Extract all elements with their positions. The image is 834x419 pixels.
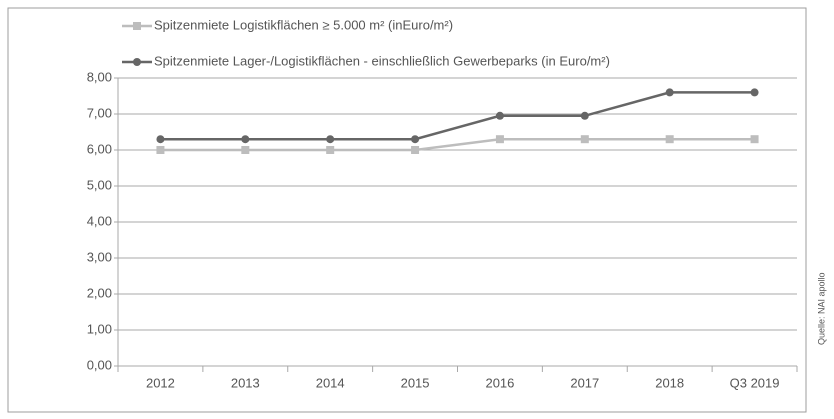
point	[580, 135, 589, 144]
point	[665, 88, 674, 97]
point	[133, 58, 141, 66]
x-tick-label: Q3 2019	[730, 375, 780, 390]
source-note: Quelle: NAI apollo	[816, 272, 826, 345]
x-tick-label: 2018	[655, 375, 684, 390]
y-tick-label: 1,00	[87, 321, 112, 336]
point	[411, 135, 420, 144]
y-tick-label: 2,00	[87, 285, 112, 300]
point	[665, 135, 674, 144]
point	[750, 88, 759, 97]
legend-label: Spitzenmiete Lager-/Logistikflächen - ei…	[154, 53, 610, 68]
point	[580, 111, 589, 120]
y-tick-label: 8,00	[87, 69, 112, 84]
y-tick-label: 4,00	[87, 213, 112, 228]
point	[241, 146, 250, 154]
point	[750, 135, 759, 144]
point	[495, 111, 504, 120]
x-tick-label: 2016	[485, 375, 514, 390]
point	[411, 146, 420, 154]
series-line	[160, 91, 755, 141]
chart-frame	[7, 7, 807, 413]
x-tick-label: 2012	[146, 375, 175, 390]
y-tick-label: 7,00	[87, 105, 112, 120]
x-tick-label: 2013	[231, 375, 260, 390]
y-tick-label: 5,00	[87, 177, 112, 192]
y-tick-label: 3,00	[87, 249, 112, 264]
y-tick-label: 0,00	[87, 357, 112, 372]
point	[495, 135, 504, 144]
point	[156, 135, 165, 144]
point	[326, 146, 335, 154]
y-tick-label: 6,00	[87, 141, 112, 156]
point	[241, 135, 250, 144]
point	[326, 135, 335, 144]
x-tick-label: 2014	[316, 375, 345, 390]
legend-label: Spitzenmiete Logistikflächen ≥ 5.000 m² …	[154, 17, 453, 32]
point	[156, 146, 165, 154]
x-tick-label: 2017	[570, 375, 599, 390]
x-tick-label: 2015	[401, 375, 430, 390]
point	[133, 22, 141, 30]
series-line	[160, 137, 755, 152]
